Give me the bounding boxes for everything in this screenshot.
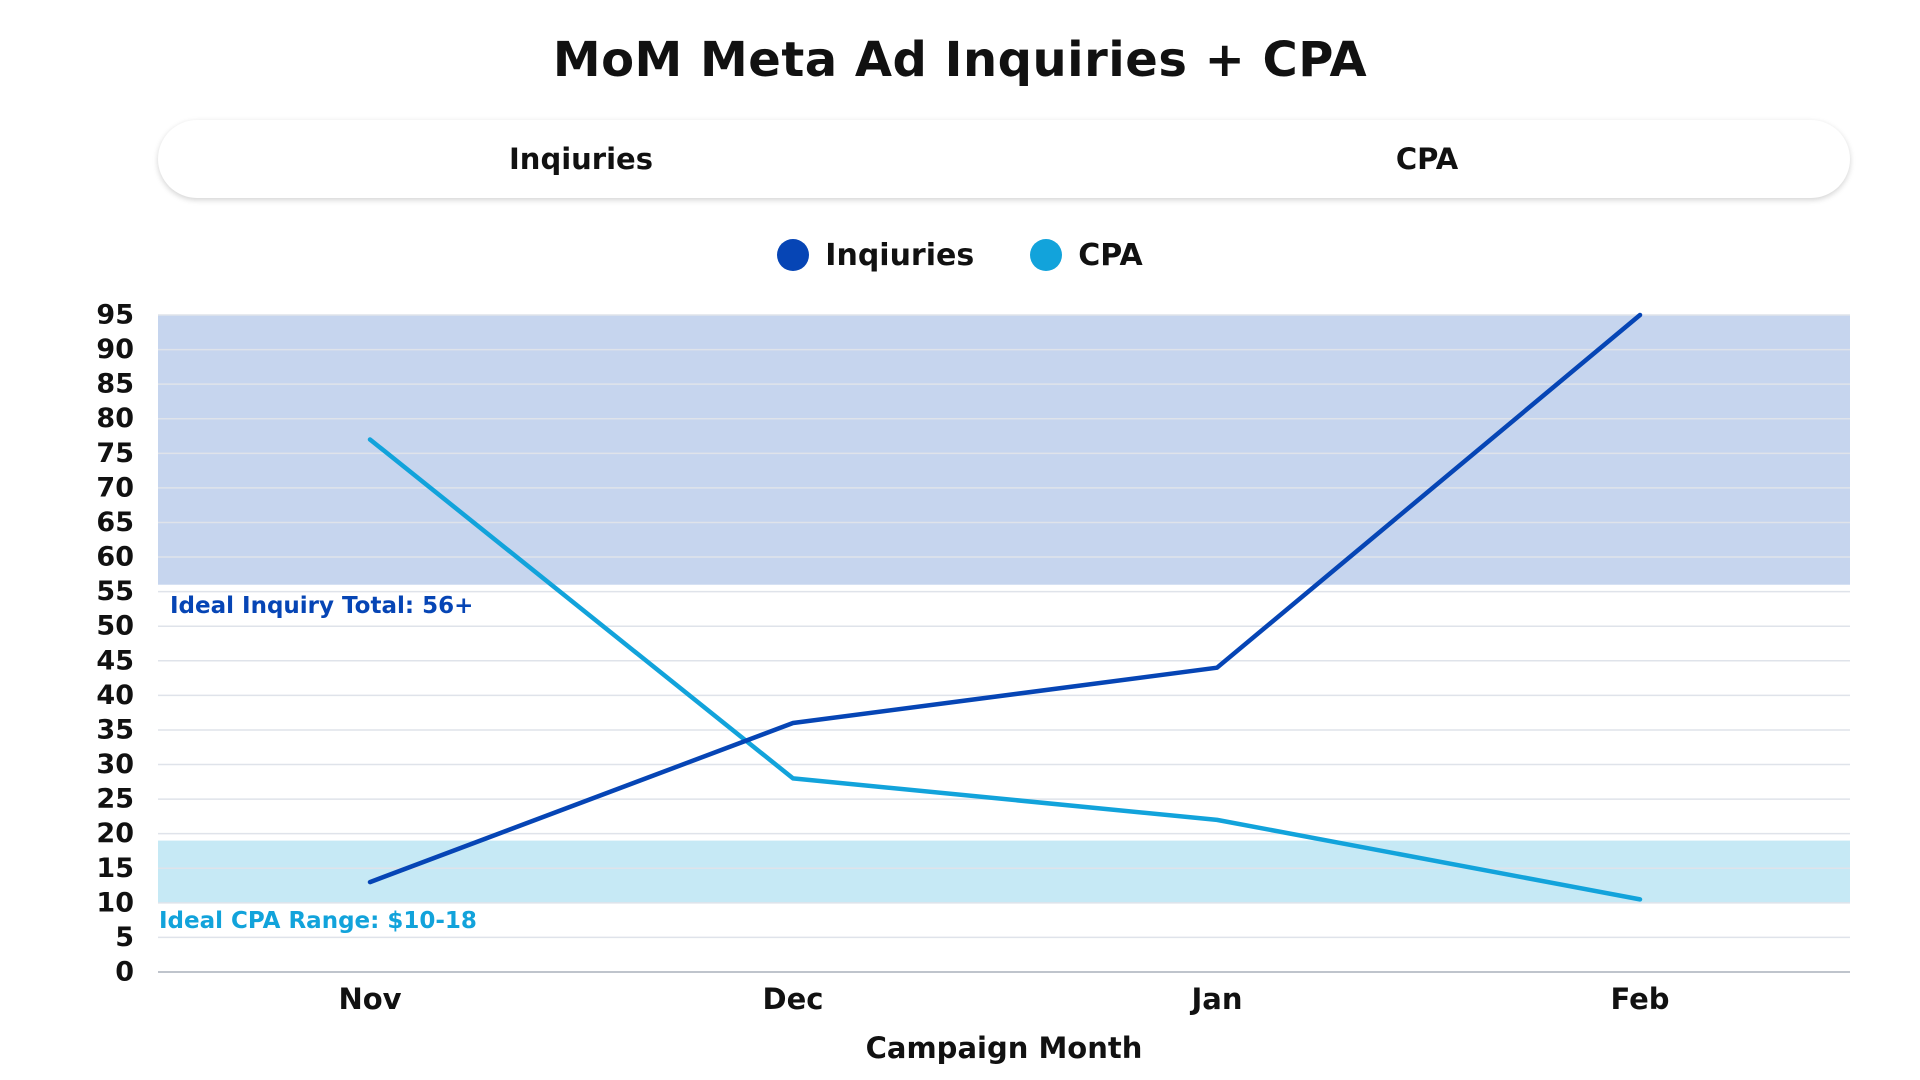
x-axis-label: Campaign Month (866, 1031, 1143, 1065)
x-tick-label: Nov (338, 982, 401, 1016)
y-tick-label: 45 (96, 645, 134, 676)
y-tick-label: 10 (96, 887, 134, 918)
y-tick-label: 5 (115, 922, 134, 953)
y-tick-label: 60 (96, 542, 134, 573)
x-tick-label: Jan (1189, 982, 1242, 1016)
y-tick-label: 95 (96, 300, 134, 331)
y-tick-label: 75 (96, 438, 134, 469)
toggle-inquiries-button[interactable]: Inqiuries (509, 142, 653, 176)
y-tick-label: 80 (96, 403, 134, 434)
y-tick-label: 30 (96, 749, 134, 780)
y-tick-label: 35 (96, 714, 134, 745)
legend-dot-cpa-icon (1030, 239, 1063, 271)
y-tick-label: 40 (96, 680, 134, 711)
y-tick-label: 90 (96, 334, 134, 365)
y-tick-label: 20 (96, 818, 134, 849)
y-tick-label: 15 (96, 853, 134, 884)
y-tick-label: 50 (96, 611, 134, 642)
toggle-cpa-button[interactable]: CPA (1395, 142, 1459, 176)
inquiry-band (158, 315, 1850, 585)
legend-label-inquiries: Inqiuries (825, 237, 975, 273)
y-tick-label: 65 (96, 507, 134, 538)
legend-dot-inquiries-icon (777, 239, 810, 271)
y-tick-label: 70 (96, 472, 134, 503)
series-line-cpa[interactable] (367, 437, 1643, 902)
legend-label-cpa: CPA (1078, 237, 1143, 273)
cpa-band (158, 840, 1850, 903)
cpa-band-label: Ideal CPA Range: $10-18 (159, 908, 477, 934)
x-tick-label: Dec (763, 982, 824, 1016)
y-tick-label: 85 (96, 369, 134, 400)
x-tick-label: Feb (1610, 982, 1669, 1016)
legend-item-cpa[interactable]: CPA (1030, 237, 1143, 273)
chart-legend: Inqiuries CPA (0, 230, 1920, 280)
legend-item-inquiries[interactable]: Inqiuries (777, 238, 974, 273)
inquiry-band-label: Ideal Inquiry Total: 56+ (170, 593, 473, 619)
chart-title: MoM Meta Ad Inquiries + CPA (552, 32, 1368, 88)
y-tick-label: 55 (96, 576, 134, 607)
y-tick-label: 25 (96, 784, 134, 815)
y-tick-label: 0 (115, 957, 134, 988)
series-line-inqiuries[interactable] (367, 312, 1643, 885)
series-toggle: Inqiuries CPA (158, 120, 1850, 198)
